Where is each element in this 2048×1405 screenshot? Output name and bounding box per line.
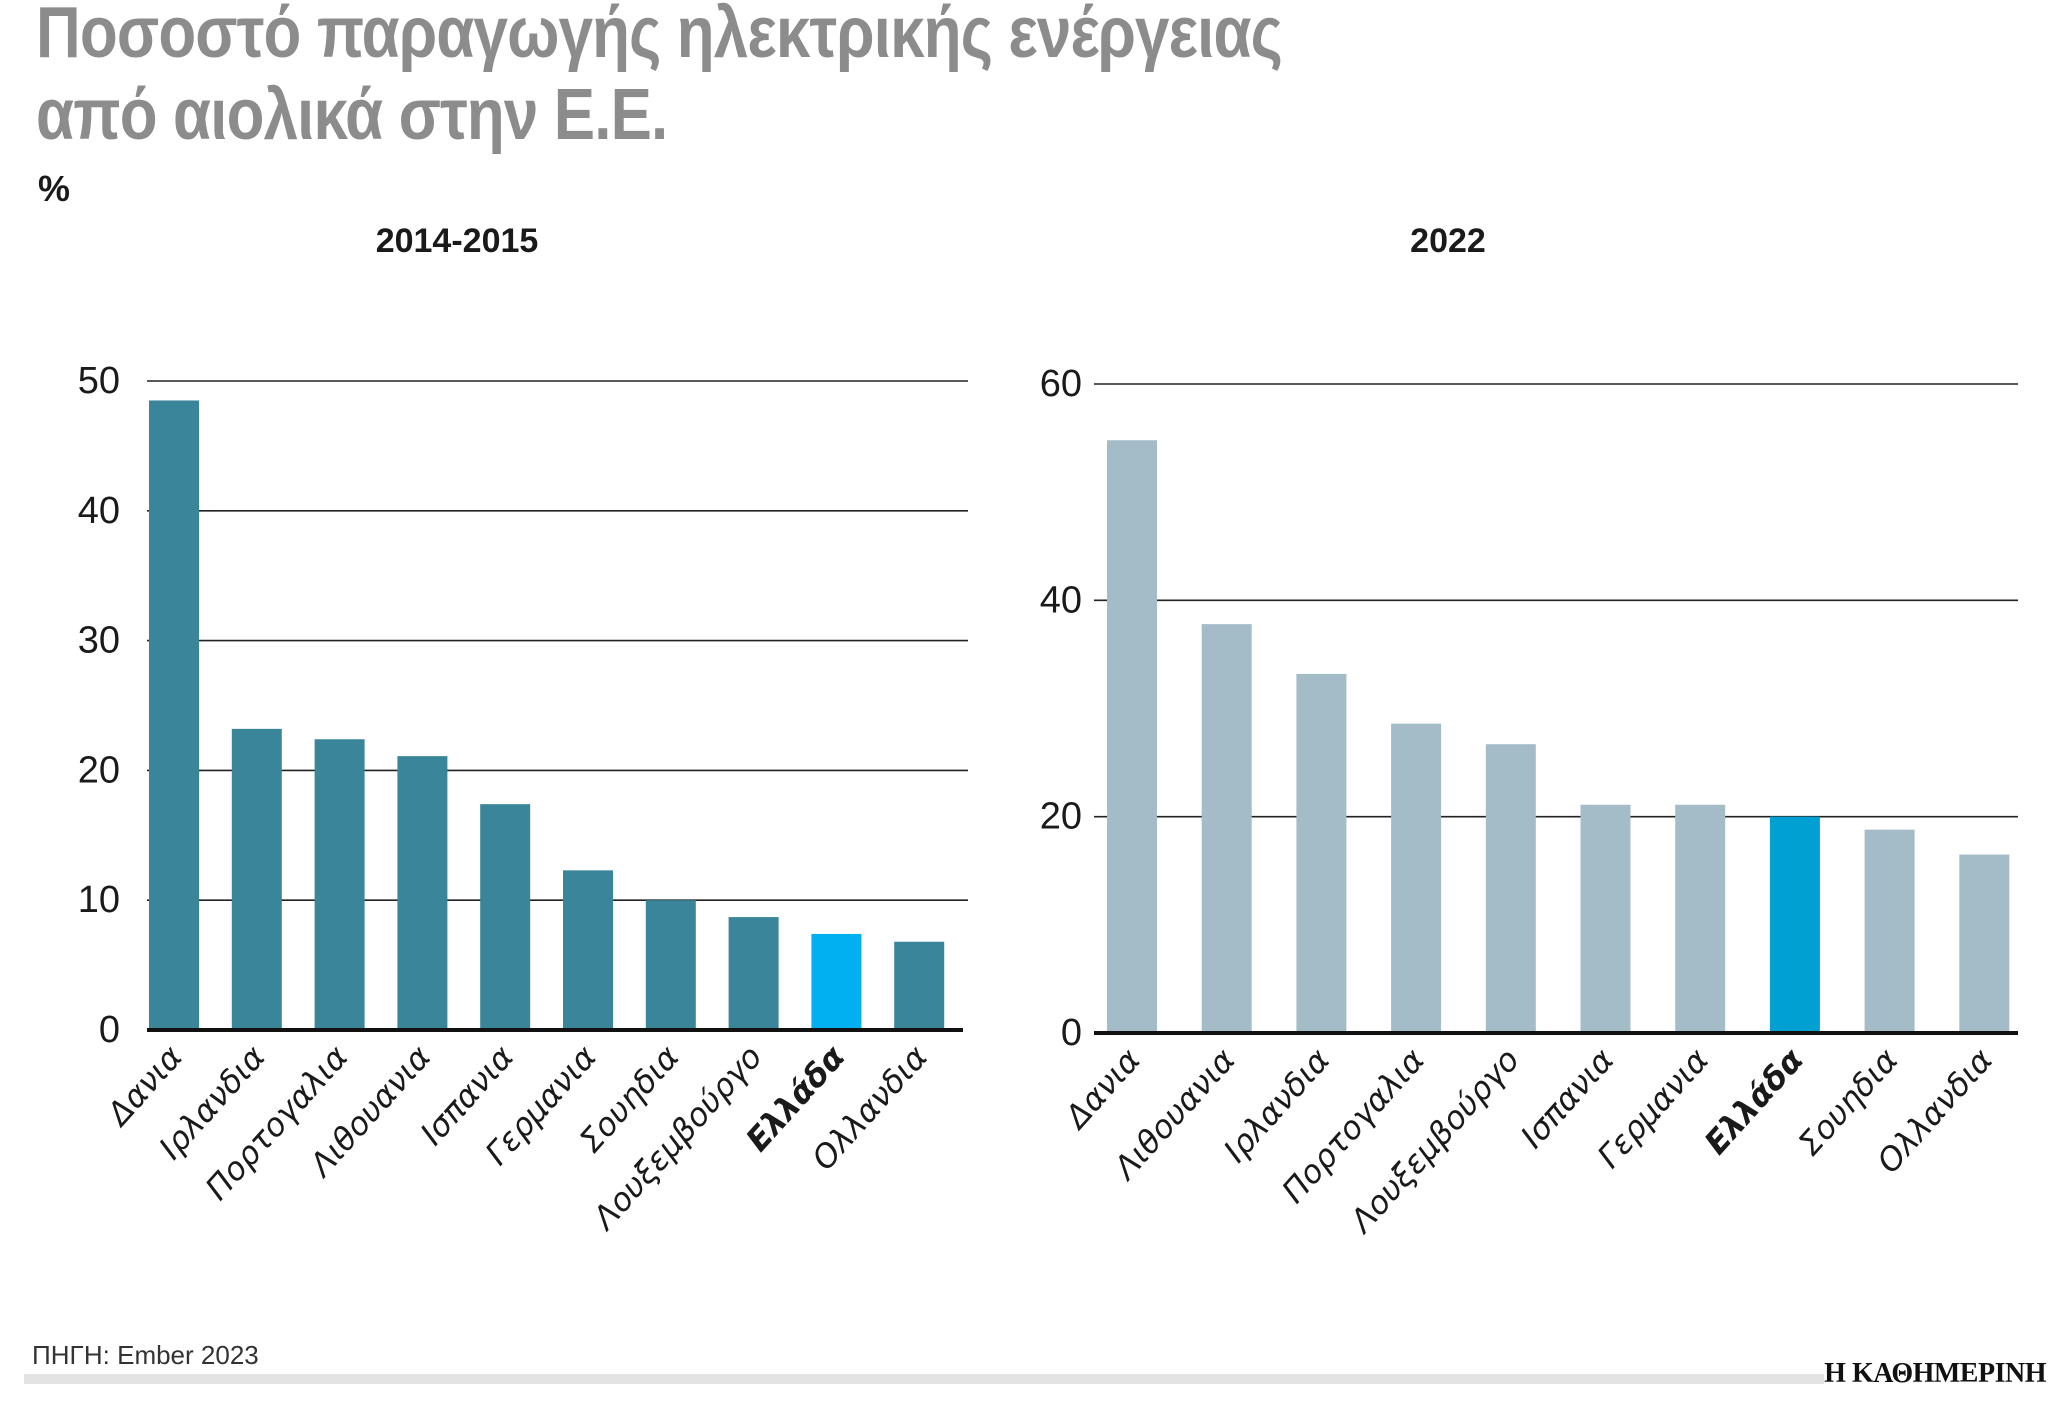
y-tick-label: 20 <box>1040 796 1082 838</box>
bar <box>1959 854 2010 1033</box>
x-tick-label: Ελλάδα <box>1697 1040 1812 1162</box>
x-tick-label: Δανια <box>1056 1041 1148 1138</box>
unit-label: % <box>38 168 71 209</box>
y-tick-label: 30 <box>78 620 120 662</box>
bar <box>1580 804 1631 1033</box>
y-tick-label: 40 <box>78 490 120 532</box>
y-tick-label: 0 <box>99 1009 120 1051</box>
bar <box>1485 744 1536 1033</box>
bar <box>645 900 696 1030</box>
bar <box>1107 440 1157 1033</box>
x-tick-label: Λουξεμβούργο <box>1341 1041 1527 1242</box>
bar <box>231 728 282 1030</box>
bar <box>149 400 199 1031</box>
bar <box>728 917 779 1030</box>
source-note: ΠΗΓΗ: Ember 2023 <box>32 1340 259 1370</box>
y-tick-label: 10 <box>78 879 120 921</box>
bar <box>1769 816 1820 1033</box>
page-title: Ποσοστό παραγωγής ηλεκτρικής ενέργειας α… <box>36 0 1283 156</box>
bar <box>480 804 531 1030</box>
bar <box>397 756 448 1030</box>
y-tick-label: 50 <box>78 360 120 402</box>
footer-divider <box>24 1374 1824 1384</box>
title-line-1: Ποσοστό παραγωγής ηλεκτρικής ενέργειας <box>36 0 1283 73</box>
y-tick-label: 60 <box>1040 363 1082 405</box>
y-tick-label: 20 <box>78 749 120 791</box>
bar <box>1296 673 1347 1033</box>
chart-title-right: 2022 <box>1410 222 1486 260</box>
y-tick-label: 40 <box>1040 579 1082 621</box>
y-tick-label: 0 <box>1061 1012 1082 1054</box>
bar <box>1391 723 1442 1033</box>
chart-title-left: 2014-2015 <box>375 222 539 260</box>
bar <box>1201 624 1252 1033</box>
title-line-2: από αιολικά στην Ε.Ε. <box>36 75 668 155</box>
bar <box>314 739 365 1030</box>
bar <box>1675 804 1726 1033</box>
bar <box>894 941 945 1030</box>
bar <box>811 933 862 1030</box>
publisher-logo: Η ΚΑΘΗΜΕΡΙΝΗ <box>1824 1358 2046 1389</box>
bar <box>563 870 613 1030</box>
bar <box>1864 829 1915 1033</box>
